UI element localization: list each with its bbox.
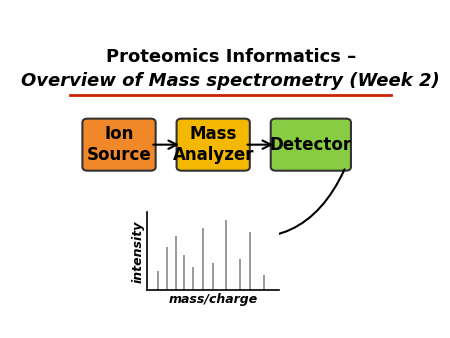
- FancyBboxPatch shape: [82, 119, 156, 171]
- Text: Proteomics Informatics –: Proteomics Informatics –: [105, 48, 356, 66]
- Text: Mass
Analyzer: Mass Analyzer: [172, 125, 254, 164]
- Text: Detector: Detector: [270, 136, 352, 154]
- Text: Overview of Mass spectrometry (Week 2): Overview of Mass spectrometry (Week 2): [21, 72, 440, 90]
- FancyBboxPatch shape: [271, 119, 351, 171]
- FancyBboxPatch shape: [176, 119, 250, 171]
- FancyArrowPatch shape: [211, 169, 345, 238]
- Text: Ion
Source: Ion Source: [87, 125, 151, 164]
